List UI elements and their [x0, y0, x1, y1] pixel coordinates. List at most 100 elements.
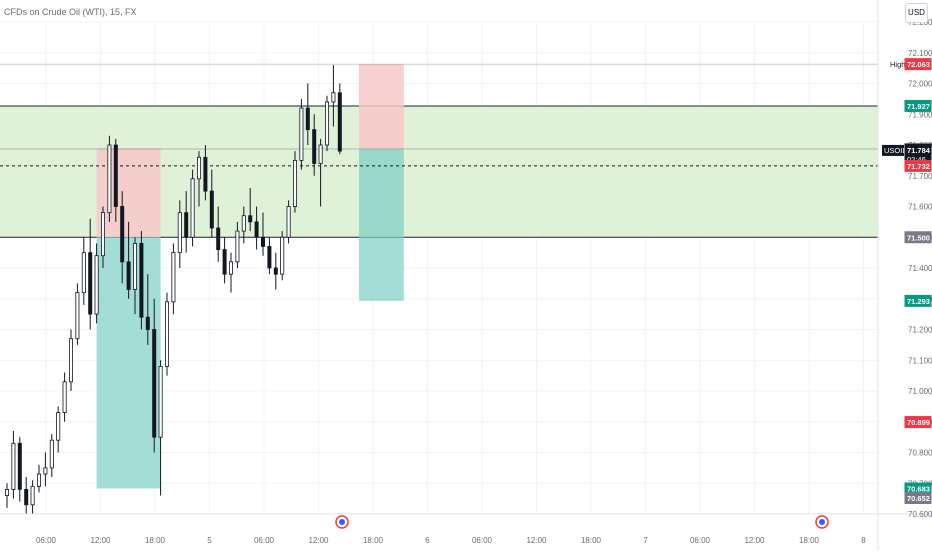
- price-label-text: High: [890, 60, 905, 69]
- y-tick-label: 71.100: [908, 356, 932, 365]
- candle-body: [24, 488, 29, 506]
- x-tick-label: 12:00: [308, 536, 329, 545]
- x-tick-label: 12:00: [526, 536, 547, 545]
- candle-body: [126, 261, 131, 290]
- flag-icon: [339, 519, 345, 525]
- x-tick-label: 18:00: [145, 536, 166, 545]
- chart-title: CFDs on Crude Oil (WTI), 15, FX: [4, 7, 137, 17]
- candle-body: [235, 230, 240, 263]
- candle-body: [299, 107, 304, 161]
- candle-body: [17, 442, 22, 490]
- x-tick-label: 12:00: [744, 536, 765, 545]
- candle-body: [43, 467, 48, 475]
- candle-body: [62, 381, 67, 413]
- candle-body: [228, 261, 233, 275]
- price-tag-value: 71.927: [907, 102, 930, 111]
- candle-body: [241, 215, 246, 232]
- symbol-tag: [882, 144, 904, 156]
- x-tick-label: 8: [861, 536, 866, 545]
- x-tick-label: 06:00: [472, 536, 493, 545]
- x-tick-label: 18:00: [799, 536, 820, 545]
- candle-body: [331, 92, 336, 103]
- candle-body: [94, 255, 99, 315]
- x-tick-label: 7: [643, 536, 648, 545]
- symbol-label: USOIL: [884, 146, 907, 155]
- candle-body: [222, 249, 227, 275]
- candle-body: [88, 252, 93, 315]
- candle-body: [209, 190, 214, 229]
- candle-body: [177, 212, 182, 254]
- candle-body: [184, 212, 189, 238]
- candle-body: [101, 212, 106, 257]
- candle-body: [171, 252, 176, 303]
- price-tag: [904, 231, 932, 244]
- candle-body: [203, 156, 208, 192]
- y-tick-label: 71.400: [908, 264, 932, 273]
- y-tick-label: 70.600: [908, 510, 932, 519]
- price-tag-value: 72.063: [907, 60, 930, 69]
- candle-body: [56, 412, 61, 441]
- x-tick-label: 12:00: [90, 536, 111, 545]
- candle-body: [145, 316, 150, 330]
- candle-body: [113, 144, 118, 207]
- candle-body: [164, 301, 169, 367]
- price-tag: [904, 492, 932, 505]
- y-tick-label: 71.000: [908, 387, 932, 396]
- price-tag-value: 71.293: [907, 297, 930, 306]
- candle-body: [132, 242, 137, 290]
- price-tag-value: 70.683: [907, 484, 930, 493]
- candle-body: [30, 485, 35, 506]
- x-tick-label: 18:00: [363, 536, 384, 545]
- take-profit-box: [359, 148, 404, 301]
- price-tag-value: 70.899: [907, 418, 930, 427]
- candle-body: [260, 236, 265, 247]
- candle-body: [37, 473, 42, 487]
- candle-body: [49, 439, 54, 469]
- candle-body: [120, 206, 125, 263]
- y-tick-label: 71.600: [908, 203, 932, 212]
- stop-loss-box: [359, 64, 404, 149]
- candle-body: [11, 442, 16, 490]
- price-tag-value: 71.784: [907, 146, 931, 155]
- currency-button[interactable]: USD: [905, 3, 928, 23]
- x-tick-label: 06:00: [690, 536, 711, 545]
- y-tick-label: 71.900: [908, 110, 932, 119]
- candle-body: [152, 329, 157, 438]
- price-tag: [904, 99, 932, 112]
- flag-icon: [819, 519, 825, 525]
- candle-body: [158, 365, 163, 438]
- y-tick-label: 72.000: [908, 80, 932, 89]
- candle-body: [292, 159, 297, 207]
- candle-body: [81, 252, 86, 293]
- x-tick-label: 6: [425, 536, 430, 545]
- y-tick-label: 71.200: [908, 326, 932, 335]
- candle-body: [139, 242, 144, 318]
- price-tag-value: 71.500: [907, 233, 930, 242]
- candle-body: [107, 144, 112, 214]
- candle-body: [248, 215, 253, 223]
- candle-body: [305, 107, 310, 131]
- candle-body: [280, 236, 285, 275]
- x-tick-label: 06:00: [254, 536, 275, 545]
- y-tick-label: 70.800: [908, 449, 932, 458]
- candle-body: [324, 101, 329, 146]
- price-tag: [904, 159, 932, 172]
- price-tag: [904, 58, 932, 71]
- y-tick-label: 72.100: [908, 49, 932, 58]
- candle-body: [254, 221, 259, 238]
- candle-body: [190, 178, 195, 238]
- candle-body: [312, 129, 317, 164]
- candle-body: [286, 206, 291, 238]
- candle-body: [216, 227, 221, 250]
- x-tick-label: 06:00: [36, 536, 57, 545]
- y-tick-label: 71.700: [908, 172, 932, 181]
- candle-body: [5, 488, 10, 496]
- price-tag-value: 71.732: [907, 162, 930, 171]
- candle-body: [69, 338, 74, 383]
- price-tag: [904, 294, 932, 307]
- candle-body: [273, 267, 278, 275]
- countdown-text: 02:46: [907, 155, 926, 164]
- x-tick-label: 5: [207, 536, 212, 545]
